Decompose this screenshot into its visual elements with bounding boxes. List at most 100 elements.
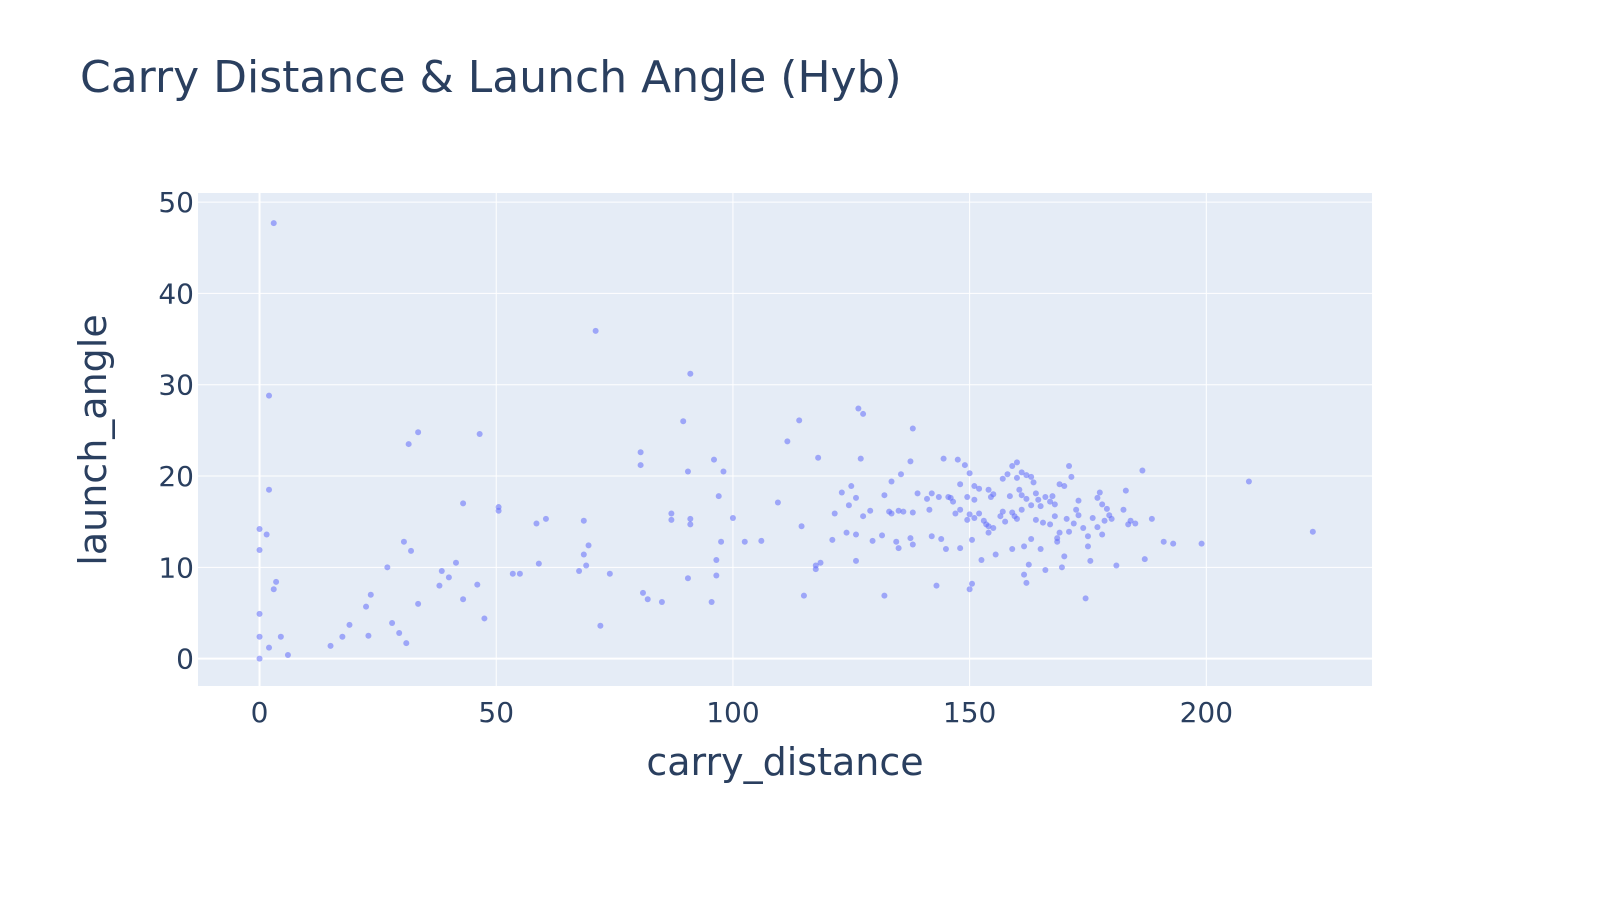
data-point: [867, 507, 874, 514]
data-point: [535, 560, 542, 567]
data-point: [1170, 540, 1177, 547]
y-tick-label: 30: [158, 369, 194, 402]
data-point: [907, 458, 914, 465]
data-point: [256, 633, 263, 640]
data-point: [1148, 515, 1155, 522]
data-point: [273, 578, 280, 585]
data-point: [817, 559, 824, 566]
data-point: [396, 630, 403, 637]
data-point: [1101, 517, 1108, 524]
data-point: [1051, 501, 1058, 508]
data-point: [1049, 493, 1056, 500]
data-point: [881, 492, 888, 499]
data-point: [909, 425, 916, 432]
data-point: [1061, 483, 1068, 490]
data-point: [1030, 479, 1037, 486]
data-point: [815, 454, 822, 461]
data-point: [266, 644, 273, 651]
data-point: [1013, 515, 1020, 522]
data-point: [968, 580, 975, 587]
data-point: [400, 538, 407, 545]
data-point: [1094, 524, 1101, 531]
data-point: [957, 545, 964, 552]
data-point: [829, 536, 836, 543]
data-point: [843, 529, 850, 536]
data-point: [713, 557, 720, 564]
data-point: [831, 510, 838, 517]
data-point: [637, 462, 644, 469]
data-point: [888, 478, 895, 485]
data-point: [1198, 540, 1205, 547]
data-point: [950, 498, 957, 505]
data-point: [961, 462, 968, 469]
data-point: [838, 489, 845, 496]
data-point: [942, 546, 949, 553]
data-point: [445, 574, 452, 581]
data-point: [1096, 489, 1103, 496]
data-point: [1028, 536, 1035, 543]
data-point: [1016, 486, 1023, 493]
data-point: [976, 485, 983, 492]
data-point: [687, 521, 694, 528]
data-point: [895, 507, 902, 514]
data-point: [853, 557, 860, 564]
data-point: [957, 506, 964, 513]
data-point: [999, 475, 1006, 482]
data-point: [990, 525, 997, 532]
data-point: [992, 551, 999, 558]
data-point: [857, 455, 864, 462]
data-point: [639, 589, 646, 596]
data-point: [389, 620, 396, 627]
data-point: [1063, 515, 1070, 522]
data-point: [1032, 490, 1039, 497]
data-point: [1056, 481, 1063, 488]
data-point: [985, 486, 992, 493]
data-point: [266, 486, 273, 493]
data-point: [935, 494, 942, 501]
data-point: [860, 513, 867, 520]
data-point: [1120, 506, 1127, 513]
data-point: [1037, 503, 1044, 510]
data-point: [1070, 520, 1077, 527]
data-point: [256, 655, 263, 662]
data-point: [583, 562, 590, 569]
data-point: [940, 455, 947, 462]
data-point: [914, 490, 921, 497]
data-point: [1087, 557, 1094, 564]
gridlines: [198, 193, 1372, 686]
data-point: [1113, 562, 1120, 569]
data-point: [800, 592, 807, 599]
data-point: [680, 418, 687, 425]
data-point: [1039, 519, 1046, 526]
data-point: [1094, 494, 1101, 501]
data-point: [277, 633, 284, 640]
data-point: [853, 531, 860, 538]
data-point: [384, 564, 391, 571]
data-point: [718, 538, 725, 545]
data-point: [1035, 496, 1042, 503]
data-point: [952, 510, 959, 517]
data-point: [495, 507, 502, 514]
data-point: [1023, 495, 1030, 502]
data-point: [270, 586, 277, 593]
data-point: [729, 515, 736, 522]
data-point: [976, 510, 983, 517]
data-point: [1047, 498, 1054, 505]
x-tick-label: 150: [943, 696, 996, 729]
data-point: [339, 633, 346, 640]
data-point: [926, 506, 933, 513]
data-point: [909, 509, 916, 516]
data-point: [367, 591, 374, 598]
data-point: [997, 513, 1004, 520]
data-point: [580, 551, 587, 558]
data-point: [1061, 553, 1068, 560]
data-point: [1066, 462, 1073, 469]
data-point: [256, 610, 263, 617]
data-point: [327, 642, 334, 649]
data-point: [263, 531, 270, 538]
data-point: [684, 468, 691, 475]
data-point: [812, 566, 819, 573]
data-point: [860, 410, 867, 417]
data-point: [542, 515, 549, 522]
chart-title: Carry Distance & Launch Angle (Hyb): [80, 52, 902, 103]
